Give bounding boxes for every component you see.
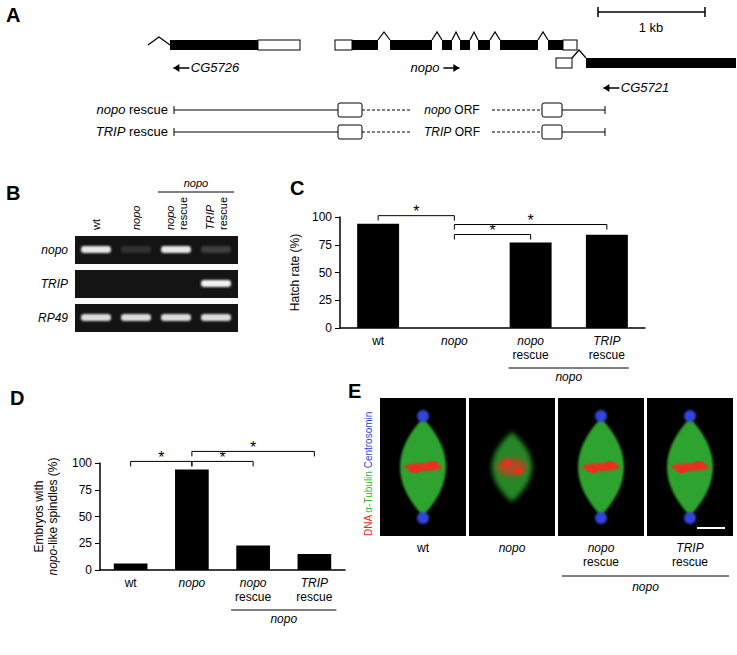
svg-text:75: 75 bbox=[319, 238, 333, 252]
svg-text:0: 0 bbox=[85, 563, 92, 577]
svg-text:1 kb: 1 kb bbox=[639, 20, 664, 35]
svg-text:nopo: nopo bbox=[270, 612, 297, 626]
svg-text:TRIP: TRIP bbox=[301, 576, 328, 590]
svg-text:nopo: nopo bbox=[555, 370, 582, 384]
svg-text:D: D bbox=[10, 387, 24, 409]
svg-text:rescue: rescue bbox=[296, 590, 332, 604]
svg-text:TRIP: TRIP bbox=[593, 334, 620, 348]
svg-text:rescue: rescue bbox=[235, 590, 271, 604]
svg-text:RP49: RP49 bbox=[38, 311, 68, 325]
svg-text:rescue: rescue bbox=[177, 197, 189, 230]
svg-text:C: C bbox=[290, 177, 304, 199]
svg-text:rescue: rescue bbox=[672, 555, 708, 569]
svg-text:100: 100 bbox=[312, 210, 332, 224]
svg-text:nopo: nopo bbox=[240, 576, 267, 590]
svg-text:100: 100 bbox=[72, 456, 92, 470]
svg-text:nopo ORF: nopo ORF bbox=[424, 103, 479, 117]
svg-text:nopo rescue: nopo rescue bbox=[96, 102, 168, 117]
svg-text:-like spindles (%): -like spindles (%) bbox=[46, 457, 60, 548]
svg-text:wt: wt bbox=[371, 334, 385, 348]
svg-text:rescue: rescue bbox=[217, 197, 229, 230]
svg-text:TRIP rescue: TRIP rescue bbox=[96, 124, 168, 139]
svg-text:wt: wt bbox=[90, 219, 102, 231]
svg-text:50: 50 bbox=[319, 266, 333, 280]
svg-text:nopo: nopo bbox=[41, 243, 68, 257]
svg-text:25: 25 bbox=[319, 293, 333, 307]
svg-text:rescue: rescue bbox=[589, 348, 625, 362]
svg-text:Embryos with: Embryos with bbox=[32, 480, 46, 552]
svg-text:B: B bbox=[6, 182, 20, 204]
svg-text:wt: wt bbox=[124, 576, 138, 590]
svg-text:*: * bbox=[528, 212, 534, 229]
svg-text:E: E bbox=[348, 380, 361, 402]
svg-text:DNA α-Tubulin Centrosomin: DNA α-Tubulin Centrosomin bbox=[363, 412, 374, 536]
svg-text:*: * bbox=[250, 439, 256, 456]
svg-text:50: 50 bbox=[79, 510, 93, 524]
svg-text:TRIP: TRIP bbox=[41, 277, 68, 291]
svg-text:TRIP: TRIP bbox=[204, 204, 216, 230]
svg-text:25: 25 bbox=[79, 536, 93, 550]
svg-text:CG5721: CG5721 bbox=[621, 80, 669, 95]
svg-text:nopo: nopo bbox=[164, 206, 176, 230]
svg-text:*: * bbox=[413, 203, 419, 220]
svg-text:Hatch rate (%): Hatch rate (%) bbox=[288, 234, 302, 311]
svg-text:nopo: nopo bbox=[411, 60, 440, 75]
svg-text:nopo: nopo bbox=[632, 580, 659, 594]
svg-text:0: 0 bbox=[325, 321, 332, 335]
svg-text:nopo: nopo bbox=[441, 334, 468, 348]
svg-text:nopo: nopo bbox=[179, 576, 206, 590]
svg-text:75: 75 bbox=[79, 483, 93, 497]
svg-text:CG5726: CG5726 bbox=[191, 60, 240, 75]
svg-text:rescue: rescue bbox=[583, 555, 619, 569]
svg-text:nopo: nopo bbox=[46, 549, 60, 576]
svg-text:nopo: nopo bbox=[499, 541, 526, 555]
svg-text:TRIP: TRIP bbox=[676, 541, 703, 555]
svg-text:TRIP ORF: TRIP ORF bbox=[424, 125, 480, 139]
svg-text:nopo: nopo bbox=[184, 177, 208, 189]
svg-text:nopo: nopo bbox=[130, 206, 142, 230]
svg-text:*: * bbox=[158, 449, 164, 466]
svg-text:wt: wt bbox=[416, 541, 430, 555]
svg-text:A: A bbox=[6, 4, 20, 26]
svg-text:rescue: rescue bbox=[513, 348, 549, 362]
svg-text:nopo: nopo bbox=[517, 334, 544, 348]
svg-text:nopo: nopo bbox=[588, 541, 615, 555]
